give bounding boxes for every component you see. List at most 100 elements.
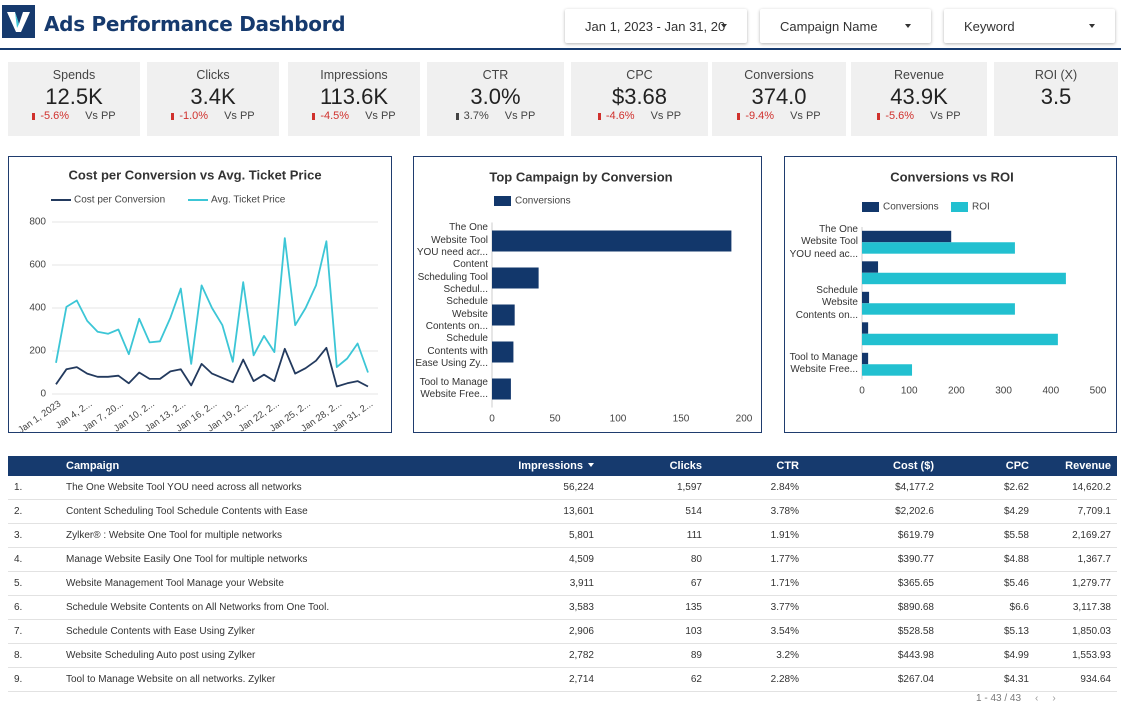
table-cell: 67: [600, 571, 708, 596]
filter-dropdown[interactable]: Jan 1, 2023 - Jan 31, 20: [565, 9, 747, 43]
kpi-change: -4.5%: [320, 110, 350, 122]
kpi-compare: Vs PP: [930, 110, 961, 122]
table-cell: 3,583: [430, 595, 600, 620]
chart: Top Campaign by Conversion Conversions 0 50…: [489, 169, 753, 425]
table-body: 1. The One Website Tool YOU need across a…: [8, 476, 1117, 692]
table-row: 9. Tool to Manage Website on all networks…: [8, 667, 1117, 692]
table-row: 7. Schedule Contents with Ease Using Zylk…: [8, 619, 1117, 644]
down-arrow: [32, 112, 36, 120]
pagination: 1 - 43 / 43 ‹ ›: [976, 693, 1056, 704]
x-tick-label: 0: [489, 414, 495, 425]
legend-swatch: [494, 196, 511, 206]
kpi-compare: Vs PP: [85, 110, 116, 122]
table-cell: $365.65: [805, 571, 940, 596]
table-cell: 2.28%: [708, 667, 805, 692]
table-row: 3. Zylker® : Website One Tool for multipl…: [8, 523, 1117, 548]
filter-dropdown[interactable]: Keyword: [944, 9, 1115, 43]
bar: [492, 378, 511, 400]
x-tick-label: 0: [859, 386, 865, 397]
kpi-change-row: -5.6% Vs PP: [851, 110, 987, 122]
table-cell: Tool to Manage Website on all networks. …: [60, 667, 430, 692]
table-cell: Website Scheduling Auto post using Zylke…: [60, 643, 430, 668]
table-cell: 1.91%: [708, 523, 805, 548]
kpi-label: Revenue: [893, 68, 945, 82]
kpi-card: Revenue 43.9K -5.6% Vs PP: [851, 62, 987, 136]
table-row: 5. Website Management Tool Manage your We…: [8, 571, 1117, 596]
bar: [862, 322, 869, 334]
kpi-change-row: -9.4% Vs PP: [712, 110, 846, 122]
kpi-label: Clicks: [196, 68, 230, 82]
kpi-change: -1.0%: [179, 110, 209, 122]
row-index: 6.: [8, 595, 60, 620]
kpi-card: CTR 3.0% 3.7% Vs PP: [427, 62, 564, 136]
legend-swatch: [951, 202, 968, 212]
legend-swatch: [862, 202, 879, 212]
table-cell: 5,801: [430, 523, 600, 548]
chart-panel: Cost per Conversion vs Avg. Ticket Price…: [8, 156, 392, 433]
kpi-compare: Vs PP: [504, 110, 536, 122]
legend-label: Conversions: [883, 202, 939, 213]
category-label: The One Website Tool YOU need acr...: [416, 222, 488, 259]
table-cell: The One Website Tool YOU need across all…: [60, 476, 430, 500]
kpi-card: Impressions 113.6K -4.5% Vs PP: [288, 62, 420, 136]
row-index: 7.: [8, 619, 60, 644]
table-cell: 4,509: [430, 547, 600, 572]
table-cell: 2,169.27: [1035, 523, 1117, 548]
kpi-value: 3.0%: [470, 84, 521, 109]
kpi-compare: Vs PP: [790, 110, 821, 122]
table-cell: 13,601: [430, 499, 600, 524]
row-index: 4.: [8, 547, 60, 572]
table-cell: 1,367.7: [1035, 547, 1117, 572]
legend-label: Conversions: [515, 196, 571, 207]
kpi-value: 374.0: [751, 84, 807, 109]
table-cell: 1,850.03: [1035, 619, 1117, 644]
chart-title: Top Campaign by Conversion: [489, 169, 672, 184]
table-cell: $5.13: [940, 619, 1035, 644]
logo: [2, 5, 35, 38]
kpi-card: ROI (X) 3.5: [994, 62, 1118, 136]
category-label: Tool to Manage Website Free...: [789, 351, 858, 376]
x-tick-label: 200: [948, 386, 965, 397]
bar: [492, 304, 515, 326]
table-cell: $2.62: [940, 476, 1035, 500]
table-cell: 89: [600, 643, 708, 668]
table-cell: 514: [600, 499, 708, 524]
table-cell: Content Scheduling Tool Schedule Content…: [60, 499, 430, 524]
prev-page[interactable]: ‹: [1035, 693, 1039, 704]
y-tick-label: 200: [29, 346, 46, 357]
table-cell: 3,911: [430, 571, 600, 596]
column-header: Campaign: [60, 456, 430, 476]
filter-dropdown[interactable]: Campaign Name: [760, 9, 931, 43]
next-page[interactable]: ›: [1052, 693, 1056, 704]
kpi-card: Spends 12.5K -5.6% Vs PP: [8, 62, 140, 136]
table-cell: 111: [600, 523, 708, 548]
table-cell: $4.88: [940, 547, 1035, 572]
table-cell: 3,117.38: [1035, 595, 1117, 620]
series-line: [55, 237, 369, 373]
down-arrow: [312, 112, 316, 120]
table-cell: Schedule Contents with Ease Using Zylker: [60, 619, 430, 644]
table-cell: $2,202.6: [805, 499, 940, 524]
table-row: 4. Manage Website Easily One Tool for mul…: [8, 547, 1117, 572]
table-row: 1. The One Website Tool YOU need across a…: [8, 476, 1117, 500]
bar: [862, 333, 1058, 346]
table-cell: $6.6: [940, 595, 1035, 620]
row-index: 9.: [8, 667, 60, 692]
table-cell: 103: [600, 619, 708, 644]
table-cell: $4,177.2: [805, 476, 940, 500]
kpi-value: 113.6K: [319, 84, 389, 109]
kpi-change: -4.6%: [605, 110, 635, 122]
legend-label: Avg. Ticket Price: [211, 195, 286, 206]
kpi-change: -9.4%: [745, 110, 775, 122]
row-index: 8.: [8, 643, 60, 668]
category-label: Content Scheduling Tool Schedul...: [417, 259, 488, 296]
kpi-card: CPC $3.68 -4.6% Vs PP: [571, 62, 708, 136]
category-label: Tool to Manage Website Free...: [419, 376, 488, 401]
table-cell: 2,782: [430, 643, 600, 668]
column-header: CTR: [708, 456, 805, 476]
chart-panel: Conversions vs ROI Conversions ROI 0 100 200 3…: [784, 156, 1117, 433]
bar: [862, 303, 1015, 315]
sort-indicator[interactable]: [588, 463, 594, 470]
table-cell: 2.84%: [708, 476, 805, 500]
table-cell: $5.58: [940, 523, 1035, 548]
